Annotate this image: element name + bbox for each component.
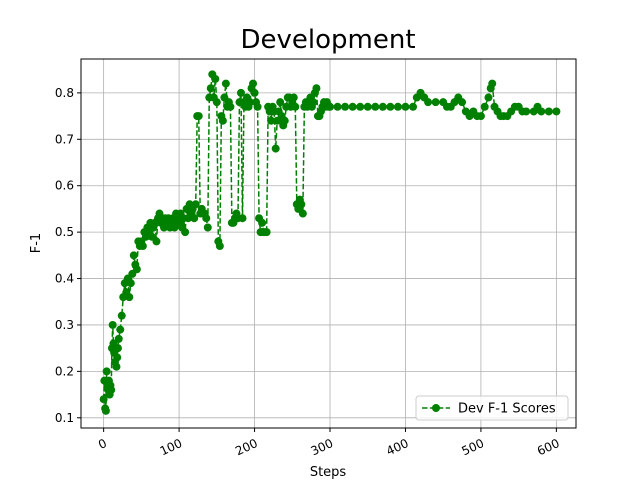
marker: [363, 102, 372, 111]
marker: [484, 93, 493, 102]
marker: [246, 98, 255, 107]
y-tick-label: 0.6: [55, 179, 74, 193]
x-axis-label: Steps: [310, 465, 347, 480]
marker: [152, 237, 161, 246]
marker: [297, 200, 306, 209]
marker: [276, 98, 285, 107]
y-tick-label: 0.3: [55, 318, 74, 332]
marker: [522, 107, 531, 116]
marker: [113, 344, 122, 353]
marker: [101, 406, 110, 415]
y-tick-label: 0.2: [55, 364, 74, 378]
x-tick-label: 600: [535, 436, 562, 458]
marker: [215, 242, 224, 251]
marker: [190, 214, 199, 223]
marker: [386, 102, 395, 111]
marker: [138, 242, 147, 251]
marker: [271, 144, 280, 153]
marker: [431, 98, 440, 107]
marker: [393, 102, 402, 111]
marker: [253, 102, 262, 111]
y-tick-label: 0.1: [55, 411, 74, 425]
marker: [132, 265, 141, 274]
marker: [409, 102, 418, 111]
marker: [401, 102, 410, 111]
y-axis-label: F-1: [29, 233, 44, 253]
marker: [117, 311, 126, 320]
marker: [424, 98, 433, 107]
marker: [116, 325, 125, 334]
marker: [238, 214, 247, 223]
marker: [250, 88, 259, 97]
marker: [258, 218, 267, 227]
marker: [333, 102, 342, 111]
marker: [458, 98, 467, 107]
marker: [191, 200, 200, 209]
marker: [206, 84, 215, 93]
x-tick-label: 100: [158, 436, 185, 458]
marker: [291, 102, 300, 111]
marker: [280, 116, 289, 125]
marker: [371, 102, 380, 111]
marker: [221, 79, 230, 88]
marker: [194, 112, 203, 121]
x-tick-label: 200: [233, 436, 260, 458]
marker: [112, 362, 121, 371]
y-tick-label: 0.4: [55, 272, 74, 286]
marker: [99, 395, 108, 404]
marker: [326, 102, 335, 111]
marker: [212, 98, 221, 107]
marker: [108, 320, 117, 329]
marker: [356, 102, 365, 111]
marker: [218, 116, 227, 125]
y-tick-label: 0.8: [55, 86, 74, 100]
x-tick-label: 500: [460, 436, 487, 458]
chart-title: Development: [240, 25, 415, 55]
marker: [488, 79, 497, 88]
marker: [249, 79, 258, 88]
marker: [262, 228, 271, 237]
marker: [181, 228, 190, 237]
legend-label: Dev F-1 Scores: [458, 402, 556, 417]
y-tick-label: 0.5: [55, 225, 74, 239]
marker: [202, 214, 211, 223]
marker: [126, 279, 135, 288]
x-tick-label: 0: [96, 436, 109, 452]
marker: [476, 112, 485, 121]
marker: [226, 102, 235, 111]
marker: [309, 98, 318, 107]
legend-marker: [432, 404, 440, 412]
y-tick-label: 0.7: [55, 132, 74, 146]
marker: [236, 88, 245, 97]
marker: [341, 102, 350, 111]
marker: [378, 102, 387, 111]
plot-frame: [80, 58, 577, 429]
marker: [267, 116, 276, 125]
marker: [113, 353, 122, 362]
marker: [211, 74, 220, 83]
x-tick-label: 400: [384, 436, 411, 458]
marker: [298, 209, 307, 218]
x-tick-label: 300: [309, 436, 336, 458]
marker: [102, 367, 111, 376]
marker: [114, 334, 123, 343]
marker: [552, 107, 561, 116]
marker: [129, 251, 138, 260]
marker: [203, 223, 212, 232]
marker: [289, 93, 298, 102]
marker: [537, 107, 546, 116]
marker: [544, 107, 553, 116]
marker: [125, 293, 134, 302]
legend-box: [415, 395, 569, 421]
marker: [107, 385, 116, 394]
marker: [480, 102, 489, 111]
marker: [348, 102, 357, 111]
marker: [312, 84, 321, 93]
